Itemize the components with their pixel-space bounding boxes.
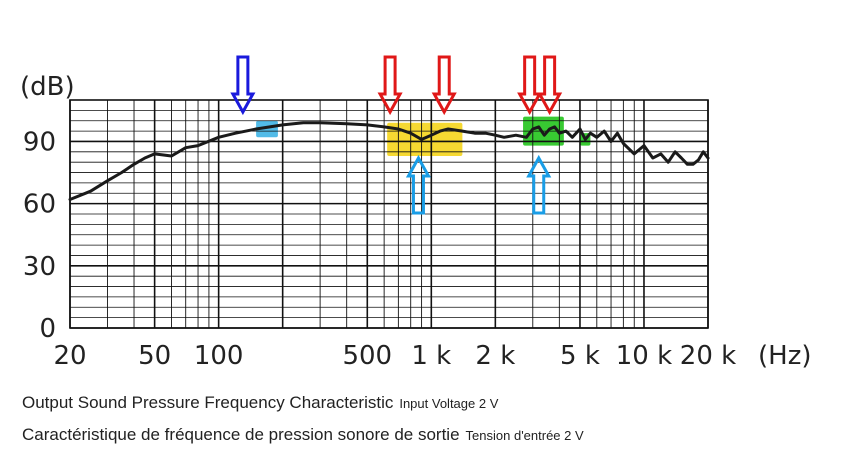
x-tick-label-500: 500 — [342, 341, 392, 371]
marker-arrow-down-2 — [431, 55, 457, 116]
marker-arrow-down-1 — [377, 55, 403, 116]
y-tick-label-30: 30 — [23, 252, 56, 282]
caption-french: Caractéristique de fréquence de pression… — [22, 425, 584, 445]
label-layer: (dB) (Hz) 20 50 100 500 1 k 2 k 5 k 10 k 20 k 0 30… — [20, 72, 812, 371]
marker-arrow-down-3 — [517, 55, 543, 116]
caption-french-title: Caractéristique de fréquence de pression… — [22, 425, 460, 444]
x-tick-label-50: 50 — [138, 341, 171, 371]
caption-english-title: Output Sound Pressure Frequency Characte… — [22, 393, 394, 412]
marker-arrow-up-5 — [405, 154, 432, 215]
x-tick-label-2000: 2 k — [475, 341, 515, 371]
y-axis-label: (dB) — [20, 72, 75, 102]
response-curve-0 — [68, 121, 710, 201]
marker-arrow-down-0 — [230, 55, 256, 116]
arrow-layer — [230, 55, 563, 215]
caption-english: Output Sound Pressure Frequency Characte… — [22, 393, 498, 413]
y-tick-label-60: 60 — [23, 190, 56, 220]
frequency-response-chart: (dB) (Hz) 20 50 100 500 1 k 2 k 5 k 10 k 20 k 0 30… — [20, 55, 812, 371]
x-tick-label-10000: 10 k — [616, 341, 672, 371]
x-tick-label-20: 20 — [53, 341, 86, 371]
x-axis-label: (Hz) — [758, 341, 812, 371]
x-tick-label-1000: 1 k — [411, 341, 451, 371]
y-tick-label-0: 0 — [39, 314, 56, 344]
caption-french-note: Tension d'entrée 2 V — [465, 428, 584, 443]
x-tick-label-100: 100 — [194, 341, 244, 371]
curve-layer — [68, 121, 710, 201]
caption-english-note: Input Voltage 2 V — [399, 396, 499, 411]
x-tick-label-5000: 5 k — [560, 341, 600, 371]
marker-arrow-down-4 — [537, 55, 563, 116]
x-tick-label-20000: 20 k — [680, 341, 736, 371]
y-tick-label-90: 90 — [23, 127, 56, 157]
highlight-box-0 — [256, 120, 278, 138]
plot-frame — [69, 99, 709, 329]
marker-arrow-up-6 — [526, 154, 552, 215]
